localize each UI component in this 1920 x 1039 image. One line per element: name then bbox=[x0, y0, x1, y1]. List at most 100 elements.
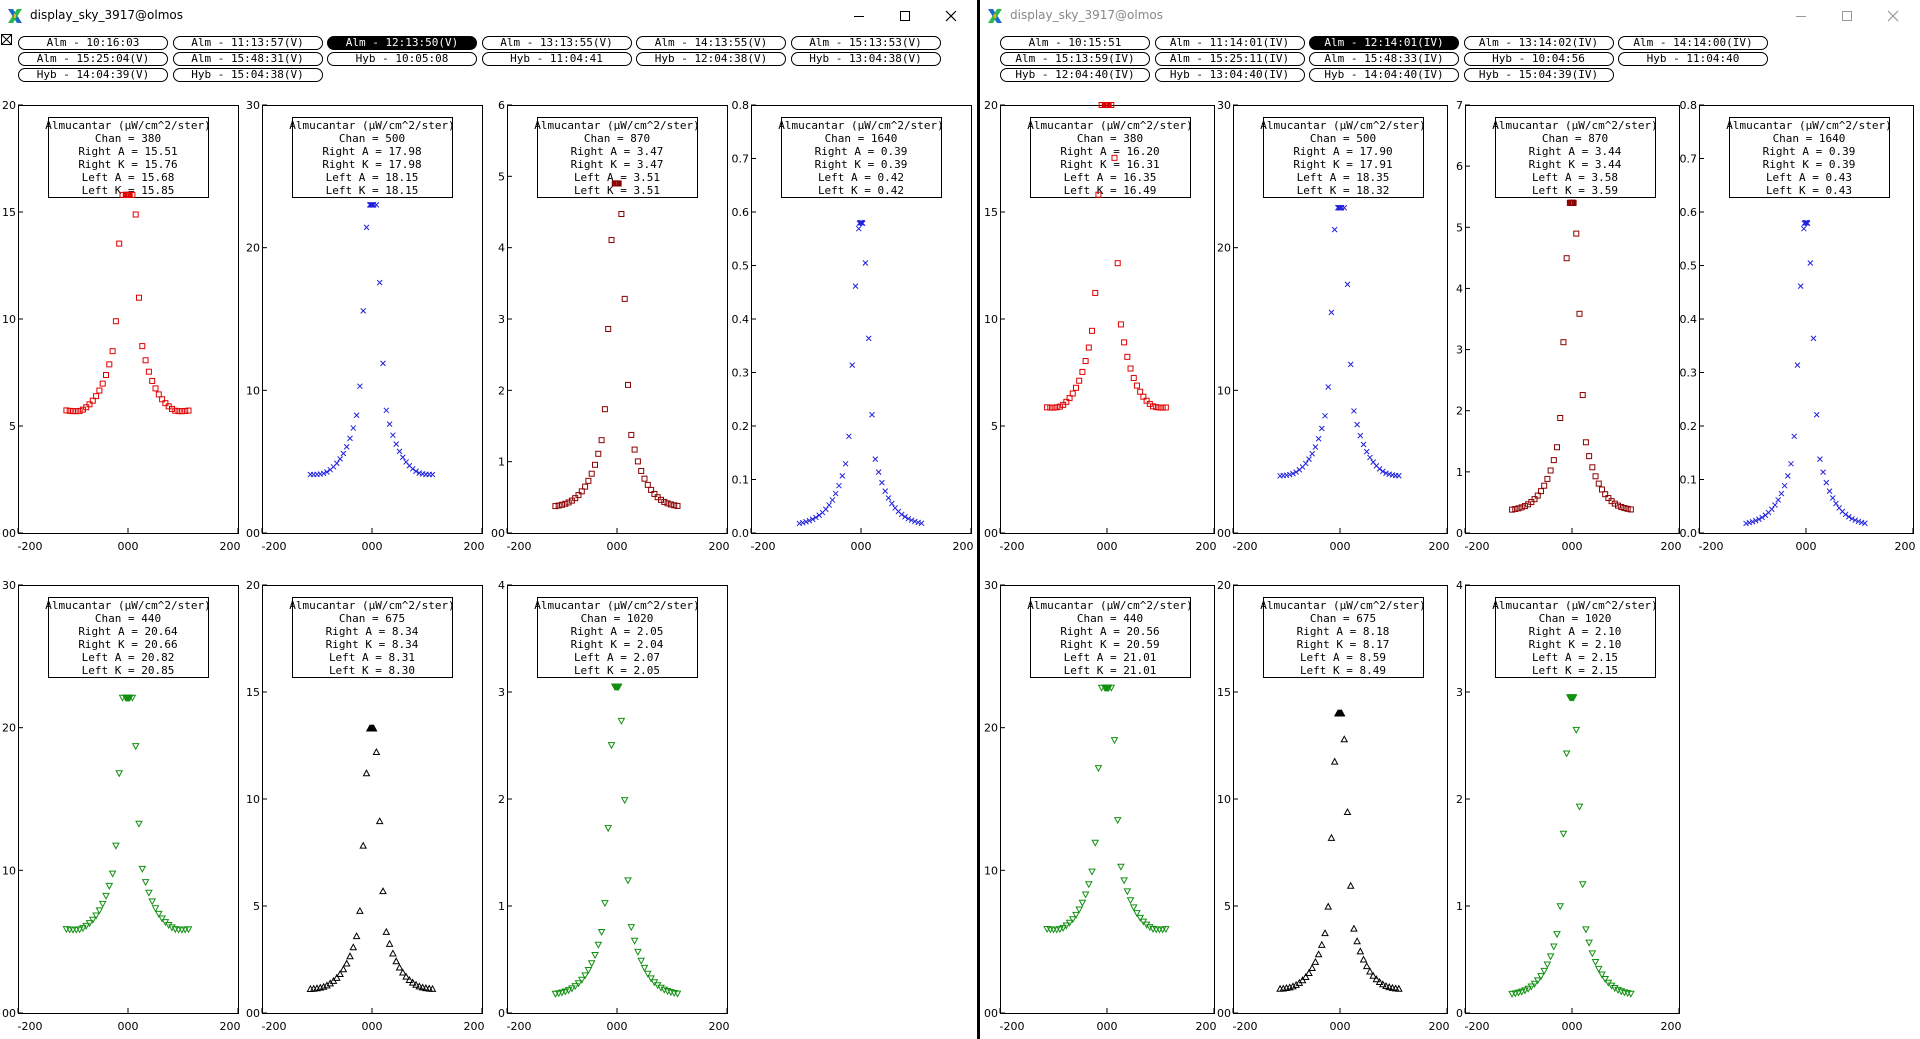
minimize-button[interactable] bbox=[842, 4, 876, 28]
y-tick-label: 10 bbox=[2, 313, 16, 326]
y-tick-label: 15 bbox=[2, 206, 16, 219]
x-tick-label: 000 bbox=[607, 1020, 628, 1033]
run-button[interactable]: Hyb - 15:04:38(V) bbox=[172, 68, 323, 82]
run-button[interactable]: Hyb - 13:04:40(IV) bbox=[1154, 68, 1305, 82]
run-button[interactable]: Alm - 15:13:53(V) bbox=[790, 36, 941, 50]
data-point bbox=[615, 180, 622, 187]
stats-label: Left A = bbox=[326, 171, 386, 184]
data-point bbox=[559, 501, 565, 508]
y-tick-label: 0.0 bbox=[732, 527, 750, 540]
data-point bbox=[1517, 988, 1526, 996]
run-button[interactable]: Alm - 10:15:51 bbox=[1000, 36, 1150, 50]
data-point bbox=[614, 683, 623, 691]
data-point bbox=[618, 211, 625, 218]
x-tick-label: 000 bbox=[1562, 1020, 1583, 1033]
stats-value: 675 bbox=[1356, 612, 1376, 625]
stats-label: Chan = bbox=[1310, 612, 1356, 625]
run-button[interactable]: Alm - 14:14:00(IV) bbox=[1618, 36, 1768, 50]
stats-value: 8.49 bbox=[1360, 664, 1387, 677]
run-button[interactable]: Alm - 13:14:02(IV) bbox=[1463, 36, 1614, 50]
run-button[interactable]: Alm - 15:13:59(IV) bbox=[1000, 52, 1150, 66]
data-point bbox=[1803, 219, 1809, 226]
maximize-button[interactable] bbox=[888, 4, 922, 28]
data-point bbox=[1553, 931, 1561, 939]
run-button[interactable]: Alm - 10:16:03 bbox=[18, 36, 168, 50]
data-point bbox=[634, 948, 642, 956]
stats-chan: Chan = 1640 bbox=[825, 132, 898, 145]
data-point bbox=[1383, 470, 1389, 477]
data-point bbox=[1127, 365, 1134, 372]
stats-left-a: Left A = 8.59 bbox=[1300, 651, 1386, 664]
data-point bbox=[630, 937, 639, 945]
run-button[interactable]: Hyb - 12:04:40(IV) bbox=[1000, 68, 1150, 82]
data-point bbox=[1549, 943, 1558, 951]
y-tick-label: 4 bbox=[498, 242, 505, 255]
run-button[interactable]: Alm - 14:13:55(V) bbox=[636, 36, 786, 50]
stats-left-a: Left A = 3.58 bbox=[1532, 171, 1618, 184]
data-point bbox=[1363, 448, 1370, 455]
run-button[interactable]: Alm - 12:14:01(IV) bbox=[1309, 36, 1459, 50]
data-point bbox=[353, 412, 360, 419]
run-button[interactable]: Hyb - 12:04:38(V) bbox=[636, 52, 786, 66]
run-button[interactable]: Hyb - 13:04:38(V) bbox=[790, 52, 941, 66]
run-button[interactable]: Alm - 12:13:50(V) bbox=[327, 36, 477, 50]
run-button[interactable]: Hyb - 10:05:08 bbox=[327, 52, 477, 66]
data-point bbox=[1136, 914, 1145, 922]
minimize-icon bbox=[1796, 16, 1806, 17]
stats-label: Chan = bbox=[1077, 132, 1123, 145]
minimize-button[interactable] bbox=[1784, 4, 1818, 28]
y-tick-label: 0.8 bbox=[732, 99, 750, 112]
window-divider bbox=[977, 0, 980, 1039]
stats-chan: Chan = 675 bbox=[339, 612, 405, 625]
run-button[interactable]: Hyb - 10:04:56 bbox=[1463, 52, 1614, 66]
data-point bbox=[898, 511, 905, 518]
stats-value: 0.39 bbox=[881, 145, 908, 158]
run-button[interactable]: Hyb - 11:04:40 bbox=[1618, 52, 1768, 66]
data-point bbox=[1746, 519, 1753, 526]
run-button[interactable]: Alm - 15:48:33(IV) bbox=[1309, 52, 1459, 66]
stats-right-k: Right K = 8.34 bbox=[326, 638, 419, 651]
data-point bbox=[416, 470, 423, 476]
data-point bbox=[846, 433, 852, 440]
stats-value: 3.44 bbox=[1595, 145, 1622, 158]
run-button[interactable]: Alm - 13:13:55(V) bbox=[481, 36, 632, 50]
run-button[interactable]: Hyb - 14:04:40(IV) bbox=[1309, 68, 1459, 82]
stats-box bbox=[1729, 117, 1890, 198]
data-point bbox=[1842, 511, 1849, 518]
data-point bbox=[132, 211, 139, 218]
window-left[interactable]: display_sky_3917@olmos Alm - 10:16:03 Alm… bbox=[0, 0, 978, 1039]
run-button[interactable]: Alm - 11:13:57(V) bbox=[172, 36, 323, 50]
close-button[interactable] bbox=[934, 4, 968, 28]
stats-left-a: Left A = 2.07 bbox=[574, 651, 660, 664]
title-bar[interactable]: display_sky_3917@olmos bbox=[980, 0, 1920, 31]
tab-icon[interactable] bbox=[1, 34, 12, 45]
window-right[interactable]: display_sky_3917@olmos Alm - 10:15:51 Alm… bbox=[980, 0, 1920, 1039]
x-tick-label: -200 bbox=[507, 1020, 532, 1033]
maximize-button[interactable] bbox=[1830, 4, 1864, 28]
x-tick-label: 200 bbox=[464, 1020, 485, 1033]
stats-heading: Almucantar (µW/cm^2/ster) bbox=[289, 119, 455, 132]
data-point bbox=[148, 898, 157, 906]
data-point bbox=[1340, 735, 1349, 743]
run-button[interactable]: Alm - 15:25:04(V) bbox=[18, 52, 168, 66]
run-button[interactable]: Alm - 11:14:01(IV) bbox=[1154, 36, 1305, 50]
data-point bbox=[1385, 983, 1394, 991]
data-point bbox=[339, 965, 348, 973]
plot-panel-chan-440: 30 20 10 00-200 000 200 Almucantar (µW/cm^2/st… bbox=[984, 579, 1217, 1033]
run-button[interactable]: Hyb - 15:04:39(IV) bbox=[1463, 68, 1614, 82]
data-point bbox=[93, 393, 100, 400]
data-point bbox=[389, 949, 397, 957]
data-point bbox=[1330, 757, 1339, 765]
title-bar[interactable]: display_sky_3917@olmos bbox=[0, 0, 978, 31]
data-point bbox=[1395, 472, 1402, 479]
plot-panel-chan-380: 20 15 10 5 00-200 000 200 Almucantar (µW/cm^2/s… bbox=[984, 99, 1217, 553]
run-button[interactable]: Hyb - 14:04:39(V) bbox=[18, 68, 168, 82]
y-tick-label: 0.4 bbox=[732, 313, 750, 326]
run-button[interactable]: Alm - 15:25:11(IV) bbox=[1154, 52, 1305, 66]
run-button[interactable]: Alm - 15:48:31(V) bbox=[172, 52, 323, 66]
data-point bbox=[1060, 401, 1067, 408]
data-point bbox=[875, 469, 882, 476]
y-tick-label: 3 bbox=[498, 313, 505, 326]
run-button[interactable]: Hyb - 11:04:41 bbox=[481, 52, 632, 66]
close-button[interactable] bbox=[1876, 4, 1910, 28]
